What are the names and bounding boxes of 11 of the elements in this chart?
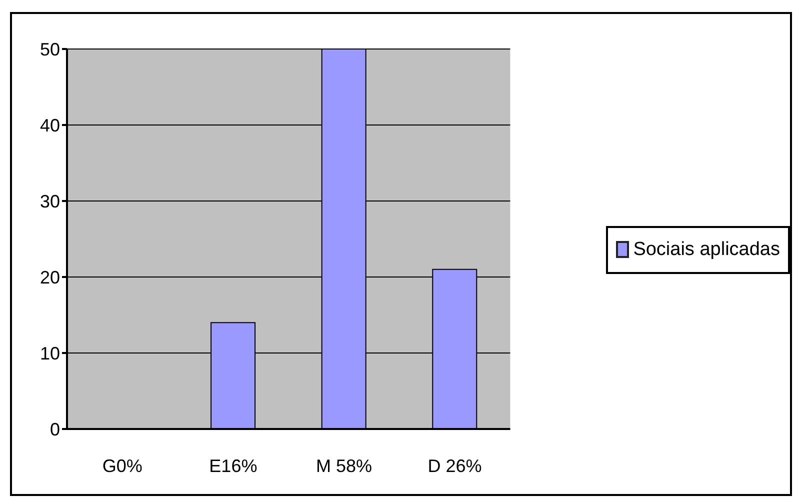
y-tick-label: 40 <box>40 115 60 136</box>
x-tick-label: G0% <box>102 456 142 476</box>
x-tick-label: D 26% <box>428 456 482 476</box>
y-tick-label: 20 <box>40 267 60 288</box>
y-tick-label: 10 <box>40 343 60 364</box>
y-tick-label: 50 <box>40 39 60 60</box>
x-tick-label: M 58% <box>316 456 372 476</box>
legend-label: Sociais aplicadas <box>633 238 780 260</box>
y-tick-label: 0 <box>50 419 60 440</box>
x-tick-label: E16% <box>209 456 258 476</box>
y-tick-label: 30 <box>40 191 60 212</box>
